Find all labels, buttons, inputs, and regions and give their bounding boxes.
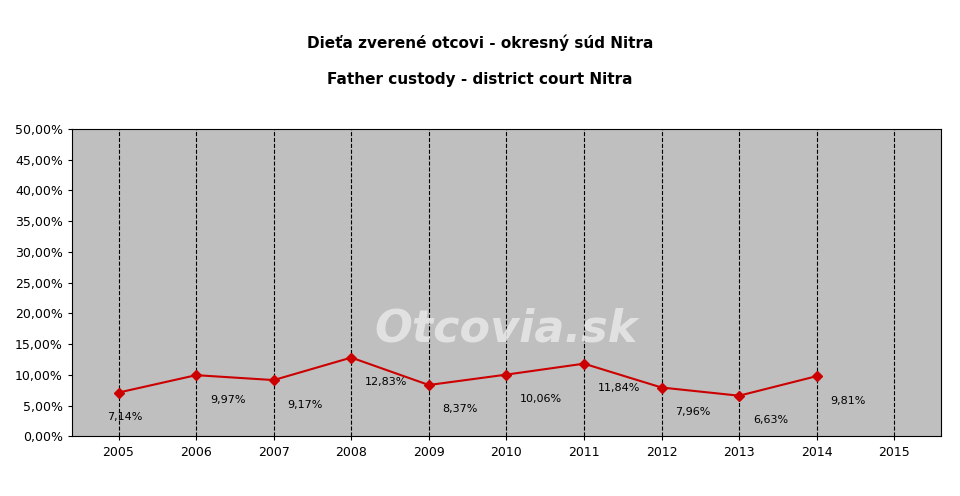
Text: Dieťa zverené otcovi - okresný súd Nitra: Dieťa zverené otcovi - okresný súd Nitra [307,35,653,51]
Text: 7,96%: 7,96% [676,407,710,417]
Text: 9,81%: 9,81% [830,396,866,406]
Text: Otcovia.sk: Otcovia.sk [374,308,638,350]
Text: Father custody - district court Nitra: Father custody - district court Nitra [327,72,633,87]
Text: 8,37%: 8,37% [443,404,478,415]
Text: 12,83%: 12,83% [365,377,408,387]
Text: 9,97%: 9,97% [210,395,246,405]
Text: 9,17%: 9,17% [288,399,323,410]
Text: 10,06%: 10,06% [520,394,563,404]
Text: 11,84%: 11,84% [598,383,640,393]
Text: 6,63%: 6,63% [753,415,788,425]
Text: 7,14%: 7,14% [108,412,143,422]
